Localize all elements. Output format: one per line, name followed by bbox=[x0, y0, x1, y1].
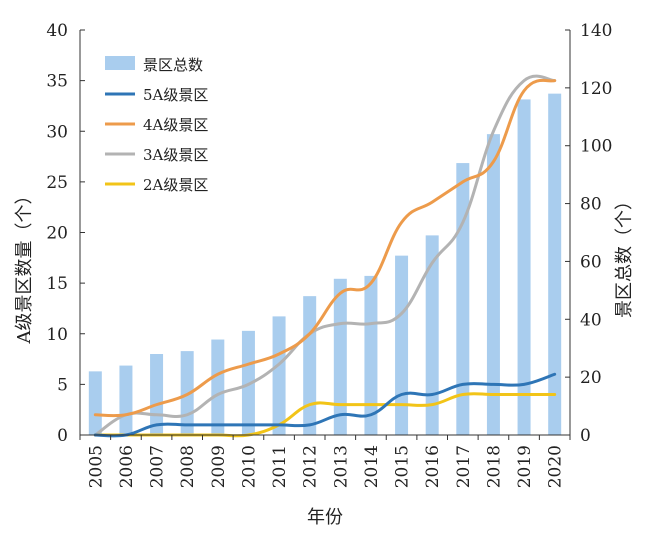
left-tick-label: 20 bbox=[46, 224, 68, 244]
x-tick-label: 2017 bbox=[454, 445, 474, 488]
legend-label: 3A级景区 bbox=[143, 146, 208, 164]
x-tick-label: 2013 bbox=[331, 445, 351, 488]
right-tick-label: 60 bbox=[580, 252, 602, 272]
x-tick-label: 2014 bbox=[362, 445, 382, 488]
left-ticks: 0 5 10 15 20 25 30 35 40 bbox=[46, 21, 85, 446]
right-tick-label: 40 bbox=[580, 310, 602, 330]
left-tick-label: 30 bbox=[46, 122, 68, 142]
left-tick-label: 25 bbox=[46, 173, 68, 193]
right-tick-label: 80 bbox=[580, 195, 602, 215]
x-tick-label: 2018 bbox=[484, 445, 504, 488]
right-tick-label: 0 bbox=[580, 426, 591, 446]
bar-total-2019 bbox=[517, 99, 531, 435]
x-tick-label: 2020 bbox=[546, 445, 566, 488]
legend-label: 5A级景区 bbox=[143, 86, 208, 104]
right-ticks: 0 20 40 60 80 100 120 140 bbox=[565, 21, 612, 446]
right-tick-label: 100 bbox=[580, 137, 612, 157]
left-tick-label: 10 bbox=[46, 325, 68, 345]
y-axis-right-title: 景区总数（个） bbox=[614, 192, 635, 318]
left-tick-label: 35 bbox=[46, 72, 68, 92]
bar-total-2018 bbox=[486, 134, 500, 435]
legend-label: 4A级景区 bbox=[143, 116, 208, 134]
left-tick-label: 0 bbox=[57, 426, 68, 446]
bar-total-2013 bbox=[333, 278, 347, 435]
right-tick-label: 20 bbox=[580, 368, 602, 388]
x-tick-label: 2012 bbox=[301, 445, 321, 488]
x-tick-label: 2008 bbox=[178, 445, 198, 488]
line-5A级景区 bbox=[93, 372, 557, 438]
x-tick-label: 2009 bbox=[209, 445, 229, 488]
right-tick-label: 140 bbox=[580, 21, 612, 41]
x-tick-label: 2006 bbox=[117, 445, 137, 488]
bar-total-2020 bbox=[548, 93, 562, 436]
bar-total-2016 bbox=[425, 235, 439, 435]
x-axis-title: 年份 bbox=[307, 507, 343, 528]
bar-total-2005 bbox=[88, 371, 102, 435]
x-ticks: 2005 2006 2007 2008 2009 2010 2011 2012 2013 2014… bbox=[79, 435, 571, 488]
line-3A级景区 bbox=[93, 74, 557, 437]
y-axis-left-title: A级景区数量（个） bbox=[14, 187, 35, 345]
right-tick-label: 120 bbox=[580, 79, 612, 99]
x-tick-label: 2005 bbox=[86, 445, 106, 488]
left-tick-label: 40 bbox=[46, 21, 68, 41]
bar-total-2009 bbox=[211, 339, 225, 435]
bar-total-2011 bbox=[272, 316, 286, 435]
x-tick-label: 2016 bbox=[423, 445, 443, 488]
x-tick-label: 2011 bbox=[270, 445, 290, 488]
legend-label: 2A级景区 bbox=[143, 176, 208, 194]
bar-total-2015 bbox=[395, 255, 409, 435]
bar-total-2014 bbox=[364, 275, 378, 435]
x-tick-label: 2010 bbox=[239, 445, 259, 488]
legend: 景区总数 5A级景区 4A级景区 3A级景区 2A级景区 bbox=[105, 56, 208, 194]
x-tick-label: 2019 bbox=[515, 445, 535, 488]
left-tick-label: 15 bbox=[46, 274, 68, 294]
line-4A级景区 bbox=[93, 78, 557, 418]
x-tick-label: 2007 bbox=[148, 445, 168, 488]
legend-swatch-bar bbox=[105, 56, 135, 70]
x-tick-label: 2015 bbox=[393, 445, 413, 488]
bar-total-2006 bbox=[119, 365, 133, 435]
left-tick-label: 5 bbox=[57, 375, 68, 395]
legend-label: 景区总数 bbox=[143, 56, 203, 74]
bar-total-2012 bbox=[303, 296, 317, 435]
